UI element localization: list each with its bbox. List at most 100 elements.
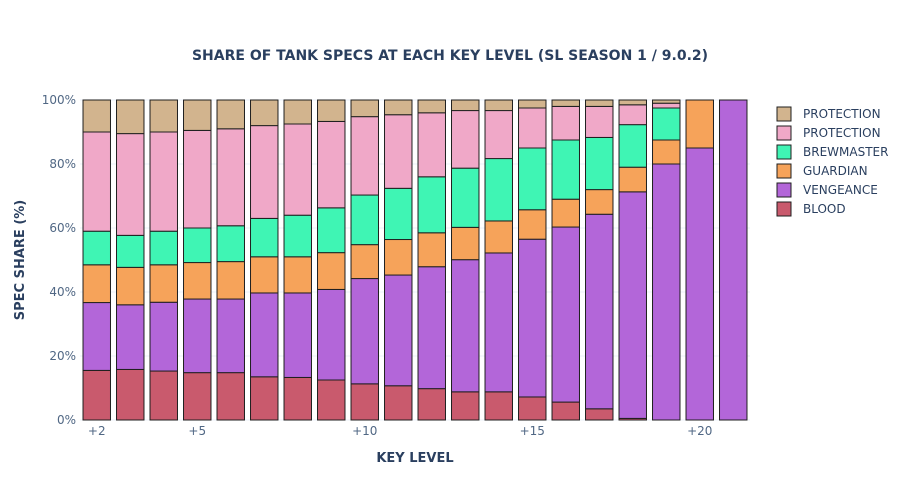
bar-segment-vengeance (149, 301, 178, 372)
bar-segment-blood (451, 391, 480, 421)
y-tick-label: 0% (57, 413, 76, 427)
x-axis-title: KEY LEVEL (376, 451, 453, 466)
bar-segment-protection (652, 99, 681, 104)
bar-segment-protection (250, 125, 279, 219)
bar-segment-protection (317, 120, 346, 209)
legend-swatch (776, 163, 792, 179)
bar-segment-protection (250, 99, 279, 127)
bar-segment-protection (518, 99, 547, 109)
bar-segment-vengeance (518, 238, 547, 398)
bar-segment-protection (283, 99, 312, 125)
bar-segment-blood (417, 388, 446, 421)
bar-segment-vengeance (618, 191, 647, 419)
bar-segment-protection (585, 99, 614, 107)
bar-segment-blood (585, 408, 614, 421)
bar-segment-guardian (283, 256, 312, 294)
legend-swatch (776, 201, 792, 217)
bar-segment-protection (551, 99, 580, 107)
bar-segment-guardian (652, 139, 681, 165)
x-tick-label: +10 (352, 424, 377, 438)
bar-segment-protection (518, 107, 547, 149)
bar-segment-protection (283, 123, 312, 216)
bar-segment-vengeance (216, 298, 245, 374)
legend-label: BREWMASTER (803, 145, 888, 159)
bar-segment-vengeance (250, 292, 279, 378)
bar-segment-guardian (116, 266, 145, 306)
bar-segment-blood (82, 369, 111, 421)
bar-segment-vengeance (82, 302, 111, 371)
bar-segment-vengeance (417, 266, 446, 390)
y-tick-labels: 0% 20% 40% 60% 80% 100% (42, 93, 76, 427)
bar-segment-protection (216, 128, 245, 227)
bar-segment-brewmaster (250, 217, 279, 258)
y-tick-label: 20% (49, 349, 76, 363)
bar-segment-guardian (685, 99, 714, 149)
bar-segment-vengeance (585, 213, 614, 410)
bar-segment-protection (82, 131, 111, 232)
bar-segment-protection (652, 102, 681, 109)
chart-title: SHARE OF TANK SPECS AT EACH KEY LEVEL (S… (192, 48, 708, 64)
bar-segment-vengeance (283, 292, 312, 378)
bar-segment-guardian (417, 232, 446, 268)
bar-segment-protection (585, 105, 614, 138)
bar-segment-blood (149, 370, 178, 421)
bar-segment-protection (484, 99, 513, 112)
bar-segment-guardian (149, 264, 178, 303)
bar-segment-protection (484, 110, 513, 160)
bar-segment-guardian (317, 252, 346, 290)
bar-segment-brewmaster (350, 194, 379, 246)
bar-segment-guardian (82, 264, 111, 304)
bar-segment-protection (149, 99, 178, 133)
bar-segment-protection (451, 110, 480, 169)
x-tick-labels: +2 +5 +10 +15 +20 (88, 424, 713, 438)
bar-segment-guardian (484, 220, 513, 254)
legend-label: PROTECTION (803, 107, 881, 121)
legend-label: VENGEANCE (803, 183, 878, 197)
bar-segment-brewmaster (585, 136, 614, 191)
bar-segment-blood (484, 391, 513, 421)
bar-segment-protection (384, 114, 413, 189)
bar-segment-vengeance (116, 304, 145, 370)
bar-segment-guardian (551, 198, 580, 228)
legend-swatch (776, 144, 792, 160)
bar-segment-brewmaster (618, 124, 647, 168)
bar-segment-guardian (250, 256, 279, 294)
legend-swatch (776, 106, 792, 122)
bar-segment-protection (216, 99, 245, 130)
bar-segment-blood (518, 396, 547, 421)
bar-segment-blood (384, 385, 413, 421)
bar-segment-blood (317, 379, 346, 421)
bar-segment-vengeance (685, 147, 714, 421)
bar-segment-guardian (518, 209, 547, 240)
bar-segment-protection (618, 99, 647, 106)
bar-segment-guardian (350, 244, 379, 280)
bar-segment-blood (183, 372, 212, 421)
bar-segment-vengeance (183, 298, 212, 374)
bar-segment-brewmaster (82, 230, 111, 266)
bar-segment-brewmaster (283, 214, 312, 258)
bar-segment-vengeance (317, 288, 346, 381)
y-tick-label: 100% (42, 93, 76, 107)
y-axis-title: SPEC SHARE (%) (13, 200, 28, 320)
bar-segment-protection (350, 116, 379, 196)
bar-segment-brewmaster (551, 139, 580, 200)
x-tick-label: +2 (88, 424, 106, 438)
x-tick-label: +15 (520, 424, 545, 438)
bar-segment-protection (451, 99, 480, 112)
legend-label: PROTECTION (803, 126, 881, 140)
bar-segment-vengeance (384, 274, 413, 387)
bar-segment-brewmaster (652, 107, 681, 141)
legend-label: GUARDIAN (803, 164, 868, 178)
bars (82, 99, 748, 421)
bar-segment-protection (618, 104, 647, 126)
bar-segment-blood (216, 372, 245, 421)
bar-segment-vengeance (719, 99, 748, 421)
bar-segment-blood (551, 401, 580, 421)
bar-segment-guardian (216, 261, 245, 300)
bar-segment-vengeance (350, 278, 379, 385)
bar-segment-guardian (451, 226, 480, 261)
bar-segment-brewmaster (518, 147, 547, 211)
y-tick-label: 80% (49, 157, 76, 171)
bar-segment-vengeance (451, 259, 480, 393)
bar-segment-brewmaster (384, 187, 413, 241)
